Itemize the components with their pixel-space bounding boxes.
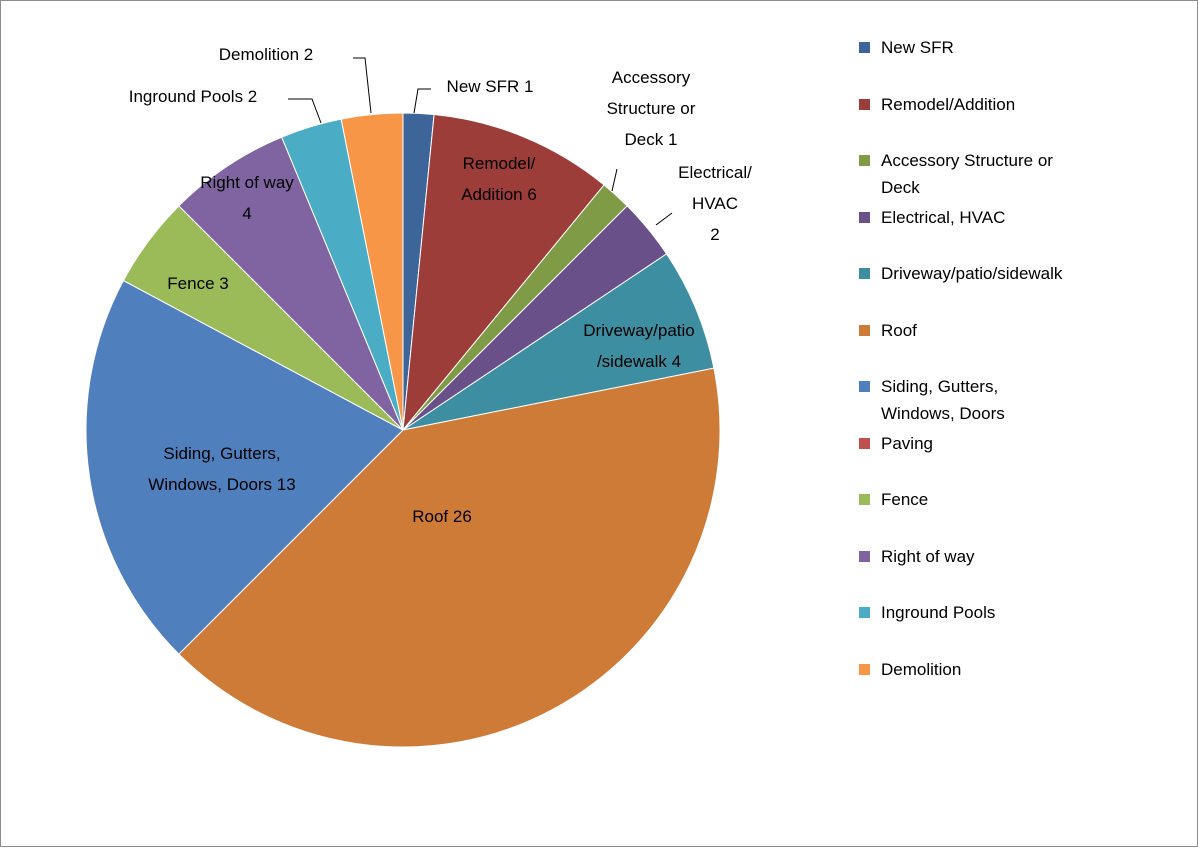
pie-slice: [178, 136, 404, 431]
pie-slice: [178, 367, 721, 748]
legend-label: New SFR: [881, 38, 954, 57]
pie-slice: [402, 253, 715, 431]
legend-swatch: [859, 98, 870, 110]
pie-slice: [340, 112, 404, 431]
legend-swatch: [859, 663, 870, 675]
leader-line: [353, 57, 372, 114]
data-label: Fence 3: [167, 274, 229, 293]
legend-swatch: [859, 42, 870, 53]
legend-label: Siding, Gutters, Windows, Doors: [881, 377, 1005, 423]
legend-label: Remodel/Addition: [881, 94, 1016, 114]
legend-swatch: [859, 550, 870, 562]
pie-slice: [402, 113, 605, 432]
leader-line: [288, 98, 322, 124]
legend-swatch: [859, 268, 870, 279]
pie-slice: [85, 279, 404, 655]
legend-swatch: [859, 494, 870, 505]
data-label: Roof 26: [412, 507, 472, 526]
data-label: Electrical/ HVAC 2: [678, 163, 752, 244]
data-label: Demolition 2: [218, 45, 314, 64]
leader-lines: [288, 57, 673, 226]
legend-swatch: [859, 324, 870, 336]
data-label: Inground Pools 2: [128, 87, 258, 106]
legend-swatch: [859, 155, 870, 166]
legend-label: Paving: [881, 433, 933, 453]
legend-swatch: [859, 211, 870, 223]
leader-line: [655, 212, 673, 226]
data-label: Remodel/ Addition 6: [461, 154, 537, 204]
data-label: New SFR 1: [446, 77, 534, 96]
data-label: Driveway/patio /sidewalk 4: [583, 321, 695, 371]
leader-line: [413, 88, 431, 114]
legend-label: Fence: [881, 490, 929, 509]
legend-label: Right of way: [881, 546, 975, 566]
legend-swatch: [859, 381, 870, 392]
legend-label: Demolition: [881, 659, 962, 679]
data-label: Right of way 4: [200, 173, 294, 223]
legend-label: Driveway/patio/sidewalk: [881, 264, 1063, 283]
leader-line: [611, 168, 618, 192]
legend-label: Inground Pools: [881, 603, 996, 622]
legend-swatch: [859, 607, 870, 618]
legend-swatch: [859, 437, 870, 449]
legend-label: Electrical, HVAC: [881, 207, 1006, 227]
data-label: Accessory Structure or Deck 1: [606, 68, 696, 149]
data-label: Siding, Gutters, Windows, Doors 13: [148, 444, 296, 494]
legend-label: Roof: [881, 320, 917, 340]
legend-label: Accessory Structure or Deck: [881, 151, 1053, 197]
